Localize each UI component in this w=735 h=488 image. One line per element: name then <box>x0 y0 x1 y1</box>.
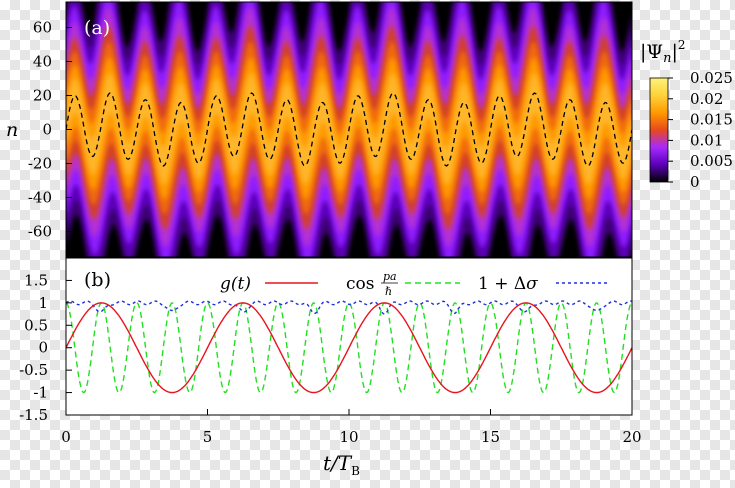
series-line-2 <box>66 300 632 315</box>
line-y-tick-label: 0.5 <box>24 316 48 334</box>
heatmap-y-ticks: 60 40 20 0 -20 -40 -60 <box>28 19 72 241</box>
series-line-0 <box>66 302 632 394</box>
line-x-tick-label: 5 <box>203 428 213 446</box>
colorbar-tick-label: 0.02 <box>690 90 723 108</box>
panel-b-label: (b) <box>84 269 111 291</box>
line-series <box>66 300 632 394</box>
heatmap-y-tick-label: 60 <box>33 19 52 37</box>
legend: g(t) cos pa ℏ 1 + Δσ <box>220 270 608 298</box>
legend-cos-frac-den: ℏ <box>385 285 392 298</box>
line-panel: (b) 1.5 1 0.5 0 -0.5 -1 -1.5 0 5 10 15 20 g(t) cos… <box>19 257 642 478</box>
line-x-tick-label: 0 <box>61 428 71 446</box>
colorbar-bar <box>649 77 669 183</box>
dashed-center-line <box>66 92 632 167</box>
heatmap-y-tick-label: 20 <box>33 87 52 105</box>
line-y-tick-label: -0.5 <box>19 361 48 379</box>
colorbar-tick-label: 0 <box>690 173 700 191</box>
legend-sigma: 1 + Δσ <box>478 274 538 294</box>
line-x-tick-label: 10 <box>339 428 358 446</box>
panel-a-label: (a) <box>84 17 110 39</box>
heatmap-y-tick-label: -20 <box>28 155 52 173</box>
heatmap-y-tick-label: 0 <box>42 121 52 139</box>
line-y-ticks: 1.5 1 0.5 0 -0.5 -1 -1.5 <box>19 271 72 424</box>
colorbar-tick-label: 0.005 <box>690 152 733 170</box>
line-panel-background <box>66 258 632 415</box>
heatmap-y-tick-label: 40 <box>33 53 52 71</box>
colorbar-label: |Ψn|2 <box>640 38 686 66</box>
line-y-tick-label: 1.5 <box>24 271 48 289</box>
colorbar: |Ψn|2 0.025 0.02 0.015 0.01 0.005 0 <box>640 38 733 191</box>
line-x-tick-label: 15 <box>481 428 500 446</box>
x-axis-label: t/TB <box>323 451 360 478</box>
colorbar-tick-label: 0.01 <box>690 131 723 149</box>
heatmap-panel: (a) 60 40 20 0 -20 -40 -60 n <box>6 1 633 258</box>
series-line-1 <box>66 302 632 394</box>
colorbar-tick-label: 0.015 <box>690 111 733 129</box>
line-y-tick-label: 1 <box>38 294 48 312</box>
line-y-tick-label: -1 <box>33 384 48 402</box>
colorbar-tick-label: 0.025 <box>690 69 733 87</box>
legend-cos-frac-num: pa <box>383 270 397 283</box>
legend-g: g(t) <box>220 274 251 294</box>
line-y-tick-label: -1.5 <box>19 406 48 424</box>
heatmap-ylabel: n <box>6 119 18 141</box>
legend-cos: cos <box>346 274 374 294</box>
heatmap-y-tick-label: -60 <box>28 223 52 241</box>
colorbar-ticks: 0.025 0.02 0.015 0.01 0.005 0 <box>668 69 733 191</box>
line-x-tick-label: 20 <box>622 428 641 446</box>
line-y-tick-label: 0 <box>38 339 48 357</box>
heatmap-y-tick-label: -40 <box>28 189 52 207</box>
line-x-ticks: 0 5 10 15 20 <box>61 409 642 446</box>
